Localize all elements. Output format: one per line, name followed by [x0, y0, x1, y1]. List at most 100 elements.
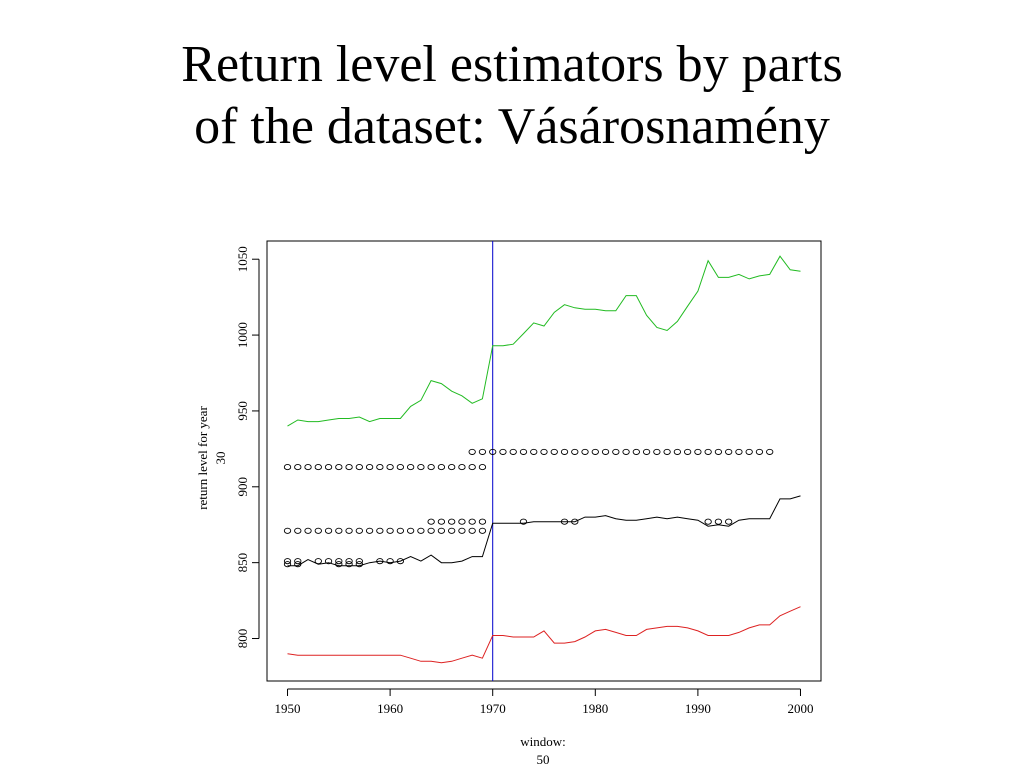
data-point	[355, 561, 363, 568]
data-point	[468, 448, 476, 455]
data-point	[283, 558, 292, 565]
data-point	[530, 448, 538, 455]
data-point	[283, 527, 292, 534]
title-line-2: of the dataset: Vásárosnamény	[194, 98, 830, 155]
series-layer	[287, 241, 801, 681]
data-point	[694, 448, 702, 455]
data-point	[725, 518, 733, 525]
data-point	[612, 448, 620, 455]
data-point	[683, 448, 692, 455]
data-point	[396, 464, 405, 471]
data-point	[417, 464, 425, 471]
data-point	[386, 558, 394, 565]
data-point	[365, 464, 374, 471]
data-point	[345, 561, 353, 568]
data-point	[437, 527, 446, 534]
x-tick-label: 1950	[275, 701, 301, 716]
data-point	[324, 558, 333, 565]
data-point	[560, 448, 569, 455]
x-tick-label: 1970	[480, 701, 506, 716]
y-axis-title-line-1: return level for year	[195, 406, 210, 510]
data-point	[601, 448, 610, 455]
data-point	[653, 448, 661, 455]
data-point	[314, 558, 322, 565]
data-point	[324, 527, 333, 534]
data-point	[345, 464, 353, 471]
data-point	[468, 518, 476, 525]
data-point	[335, 561, 343, 568]
data-point	[376, 464, 384, 471]
data-point	[345, 527, 353, 534]
data-point	[345, 558, 353, 565]
x-tick-label: 1960	[377, 701, 403, 716]
data-point	[406, 527, 415, 534]
data-point	[314, 464, 322, 471]
data-point	[324, 464, 333, 471]
x-tick-label: 1990	[685, 701, 711, 716]
series-line-1	[287, 495, 801, 567]
data-point	[540, 448, 548, 455]
data-point	[355, 527, 363, 534]
data-point	[725, 448, 733, 455]
data-point	[591, 448, 599, 455]
x-axis-title-line-1: window:	[520, 734, 566, 749]
data-point	[406, 464, 415, 471]
data-point	[335, 558, 343, 565]
data-point	[427, 518, 435, 525]
data-point	[478, 518, 487, 525]
data-point	[581, 448, 589, 455]
data-point	[622, 448, 630, 455]
series-line-0	[287, 255, 801, 427]
data-point	[509, 448, 517, 455]
data-point	[335, 527, 343, 534]
data-point	[283, 464, 292, 471]
data-point	[437, 518, 446, 525]
data-point	[478, 527, 487, 534]
data-point	[386, 527, 394, 534]
data-point	[386, 464, 394, 471]
data-point	[478, 448, 487, 455]
data-point	[468, 464, 476, 471]
data-point	[755, 448, 764, 455]
y-tick-label: 800	[235, 629, 250, 649]
data-point	[448, 527, 456, 534]
data-point	[478, 464, 487, 471]
data-point	[448, 518, 456, 525]
data-point	[437, 464, 446, 471]
data-point	[376, 558, 384, 565]
data-point	[714, 518, 723, 525]
plot-frame	[266, 240, 822, 682]
data-point	[427, 527, 435, 534]
y-tick-label: 1000	[235, 322, 250, 348]
data-point	[304, 527, 312, 534]
slide-title: Return level estimators by parts of the …	[0, 34, 1024, 158]
data-point	[704, 518, 712, 525]
data-point	[294, 464, 302, 471]
data-point	[294, 558, 302, 565]
y-tick-label: 950	[235, 401, 250, 421]
y-axis: 800 850 900 950 1000 1050	[235, 246, 260, 649]
data-point	[314, 527, 322, 534]
data-point	[417, 527, 425, 534]
data-point	[458, 518, 466, 525]
data-point	[458, 527, 466, 534]
data-point	[663, 448, 671, 455]
y-tick-label: 1050	[235, 246, 250, 272]
x-axis: 1950 1960 1970 1980 1990 2000	[275, 688, 813, 716]
x-axis-title-line-2: 50	[537, 752, 550, 767]
data-point	[550, 448, 558, 455]
data-point	[571, 448, 579, 455]
data-point	[355, 464, 363, 471]
data-point	[304, 464, 312, 471]
data-point	[489, 448, 497, 455]
data-point	[365, 527, 374, 534]
data-point	[642, 448, 651, 455]
data-point	[283, 561, 292, 568]
data-point	[355, 558, 363, 565]
data-point	[571, 518, 579, 525]
x-tick-label: 1980	[582, 701, 608, 716]
y-axis-title-line-2: 30	[213, 452, 228, 465]
data-point	[427, 464, 435, 471]
